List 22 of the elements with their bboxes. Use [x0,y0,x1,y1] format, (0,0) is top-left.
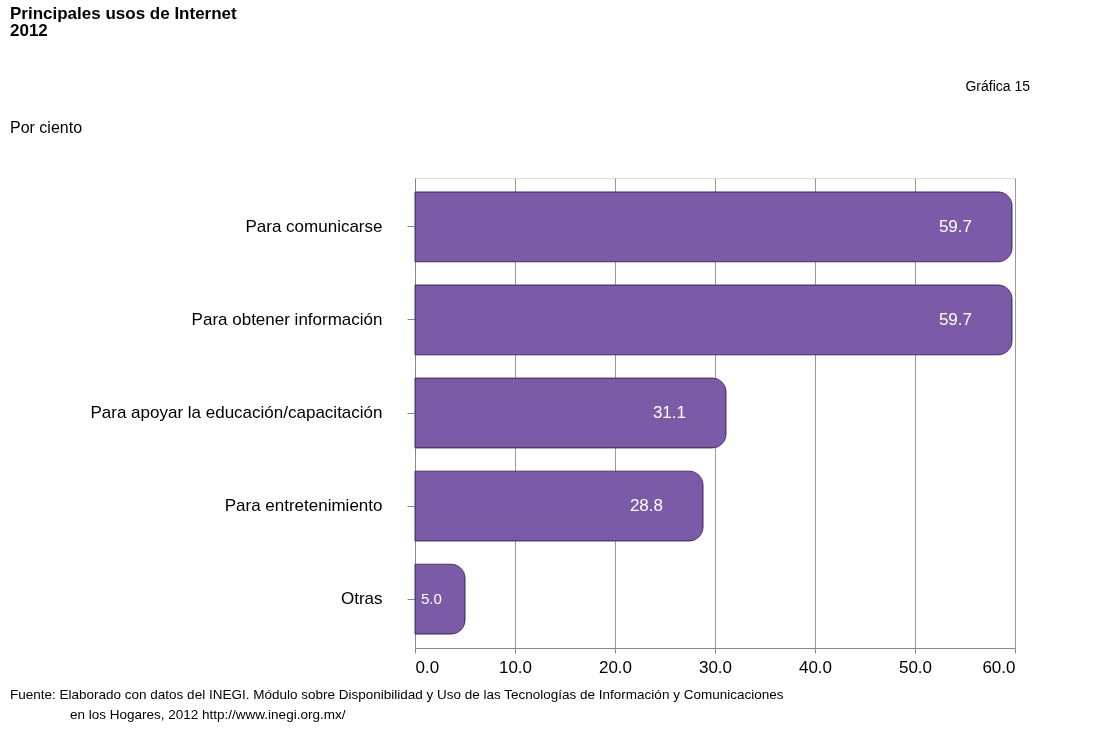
y-tick-label: Para comunicarse [245,216,383,236]
text: Gráfica 15 [965,78,1031,94]
data-label: 28.8 [629,496,663,516]
text: Principales usos de Internet [10,4,238,23]
text: 2012 [10,21,48,40]
y-tick-label: Para apoyar la educación/capacitación [90,403,383,422]
y-tick-label: Para obtener información [191,309,383,329]
data-label: 59.7 [938,309,972,329]
x-tick-label: 40.0 [798,657,833,677]
x-tick-label: 20.0 [598,657,633,677]
x-tick-label: 50.0 [898,657,933,677]
x-tick-label: 10.0 [498,657,533,677]
y-tick-label: Para entretenimiento [224,496,383,516]
y-tick-label: Otras [340,589,383,609]
text: Por ciento [10,119,83,136]
data-label: 59.7 [938,216,972,236]
x-tick-label: 60.0 [982,657,1016,677]
source-note: Fuente: Elaborado con datos del INEGI. Módulo sobre Disponibilidad y Uso de las Tecnologías de Información y Comunicaciones en los Hogares, 2012 http://www.inegi.org.mx/ [10,687,784,722]
data-label: 31.1 [652,403,686,422]
data-label: 5.0 [421,590,442,608]
x-tick-label: 0.0 [415,657,440,677]
x-tick-label: 30.0 [698,657,733,677]
